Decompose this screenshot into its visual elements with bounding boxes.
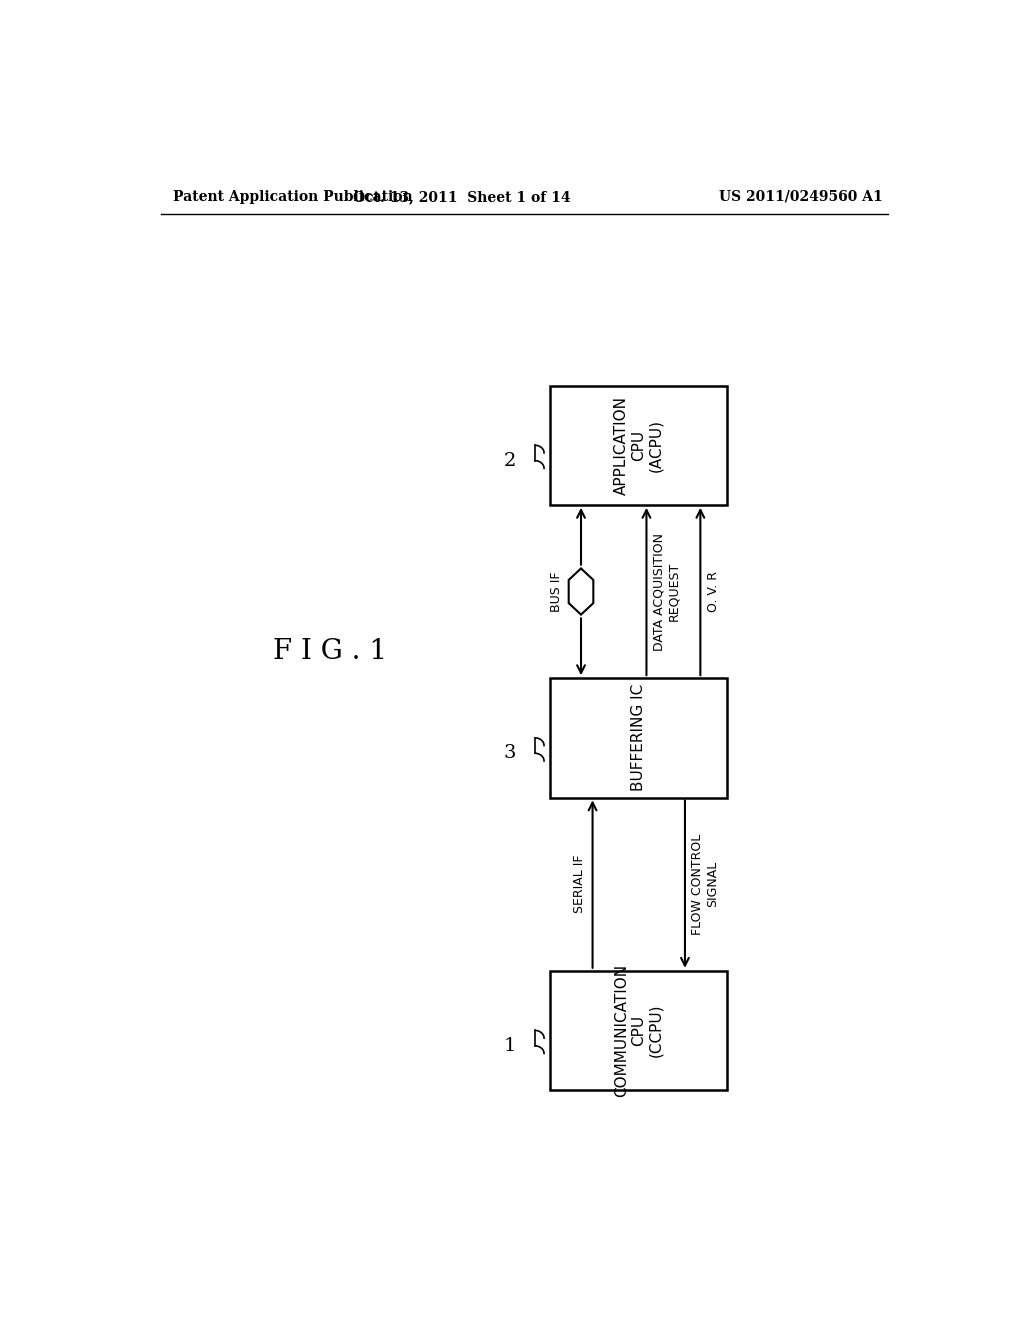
Text: US 2011/0249560 A1: US 2011/0249560 A1 (719, 190, 883, 203)
Text: 3: 3 (503, 744, 516, 762)
Text: BUS IF: BUS IF (550, 572, 562, 611)
Text: SERIAL IF: SERIAL IF (573, 855, 587, 913)
Polygon shape (568, 569, 593, 615)
Text: 2: 2 (503, 451, 516, 470)
Text: F I G . 1: F I G . 1 (273, 638, 387, 665)
Bar (550, 678, 727, 797)
Text: FLOW CONTROL
SIGNAL: FLOW CONTROL SIGNAL (691, 833, 719, 935)
Text: 1: 1 (503, 1036, 516, 1055)
Text: BUFFERING IC: BUFFERING IC (631, 684, 646, 792)
Bar (550, 970, 727, 1090)
Text: COMMUNICATION
CPU
(CCPU): COMMUNICATION CPU (CCPU) (613, 964, 664, 1097)
Bar (550, 385, 727, 506)
Text: DATA ACQUISITION
REQUEST: DATA ACQUISITION REQUEST (652, 532, 681, 651)
Text: APPLICATION
CPU
(ACPU): APPLICATION CPU (ACPU) (613, 396, 664, 495)
Text: Patent Application Publication: Patent Application Publication (173, 190, 413, 203)
Text: O. V. R: O. V. R (707, 572, 720, 612)
Text: Oct. 13, 2011  Sheet 1 of 14: Oct. 13, 2011 Sheet 1 of 14 (353, 190, 570, 203)
